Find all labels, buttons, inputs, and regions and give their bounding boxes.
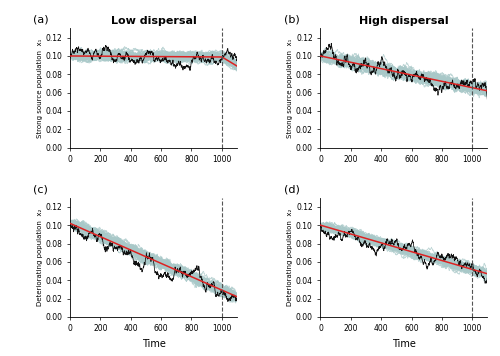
Y-axis label: Deteriorating population  x₂: Deteriorating population x₂ [287, 209, 293, 306]
Title: High dispersal: High dispersal [359, 16, 449, 26]
Text: (d): (d) [284, 184, 300, 194]
X-axis label: Time: Time [142, 339, 166, 349]
Y-axis label: Deteriorating population  x₂: Deteriorating population x₂ [36, 209, 43, 306]
Y-axis label: Strong source population  x₁: Strong source population x₁ [287, 38, 293, 138]
Text: (b): (b) [284, 15, 300, 25]
Title: Low dispersal: Low dispersal [110, 16, 196, 26]
Text: (c): (c) [34, 184, 48, 194]
Text: (a): (a) [34, 15, 49, 25]
Y-axis label: Strong source population  x₁: Strong source population x₁ [36, 38, 43, 138]
X-axis label: Time: Time [392, 339, 416, 349]
